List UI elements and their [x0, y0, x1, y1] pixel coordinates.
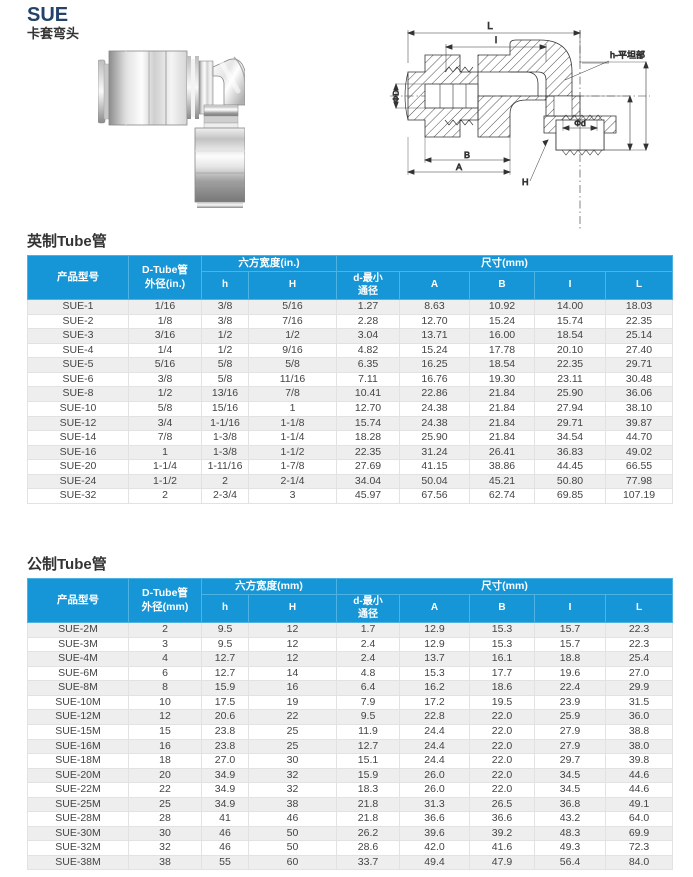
svg-text:H: H: [522, 177, 529, 187]
svg-text:A: A: [456, 162, 462, 172]
svg-text:Φd: Φd: [574, 118, 586, 128]
svg-text:l: l: [495, 35, 497, 45]
svg-text:L: L: [487, 21, 493, 32]
svg-text:ΦD: ΦD: [392, 90, 401, 102]
svg-text:B: B: [464, 150, 470, 160]
svg-text:h-平坦部: h-平坦部: [610, 50, 645, 60]
